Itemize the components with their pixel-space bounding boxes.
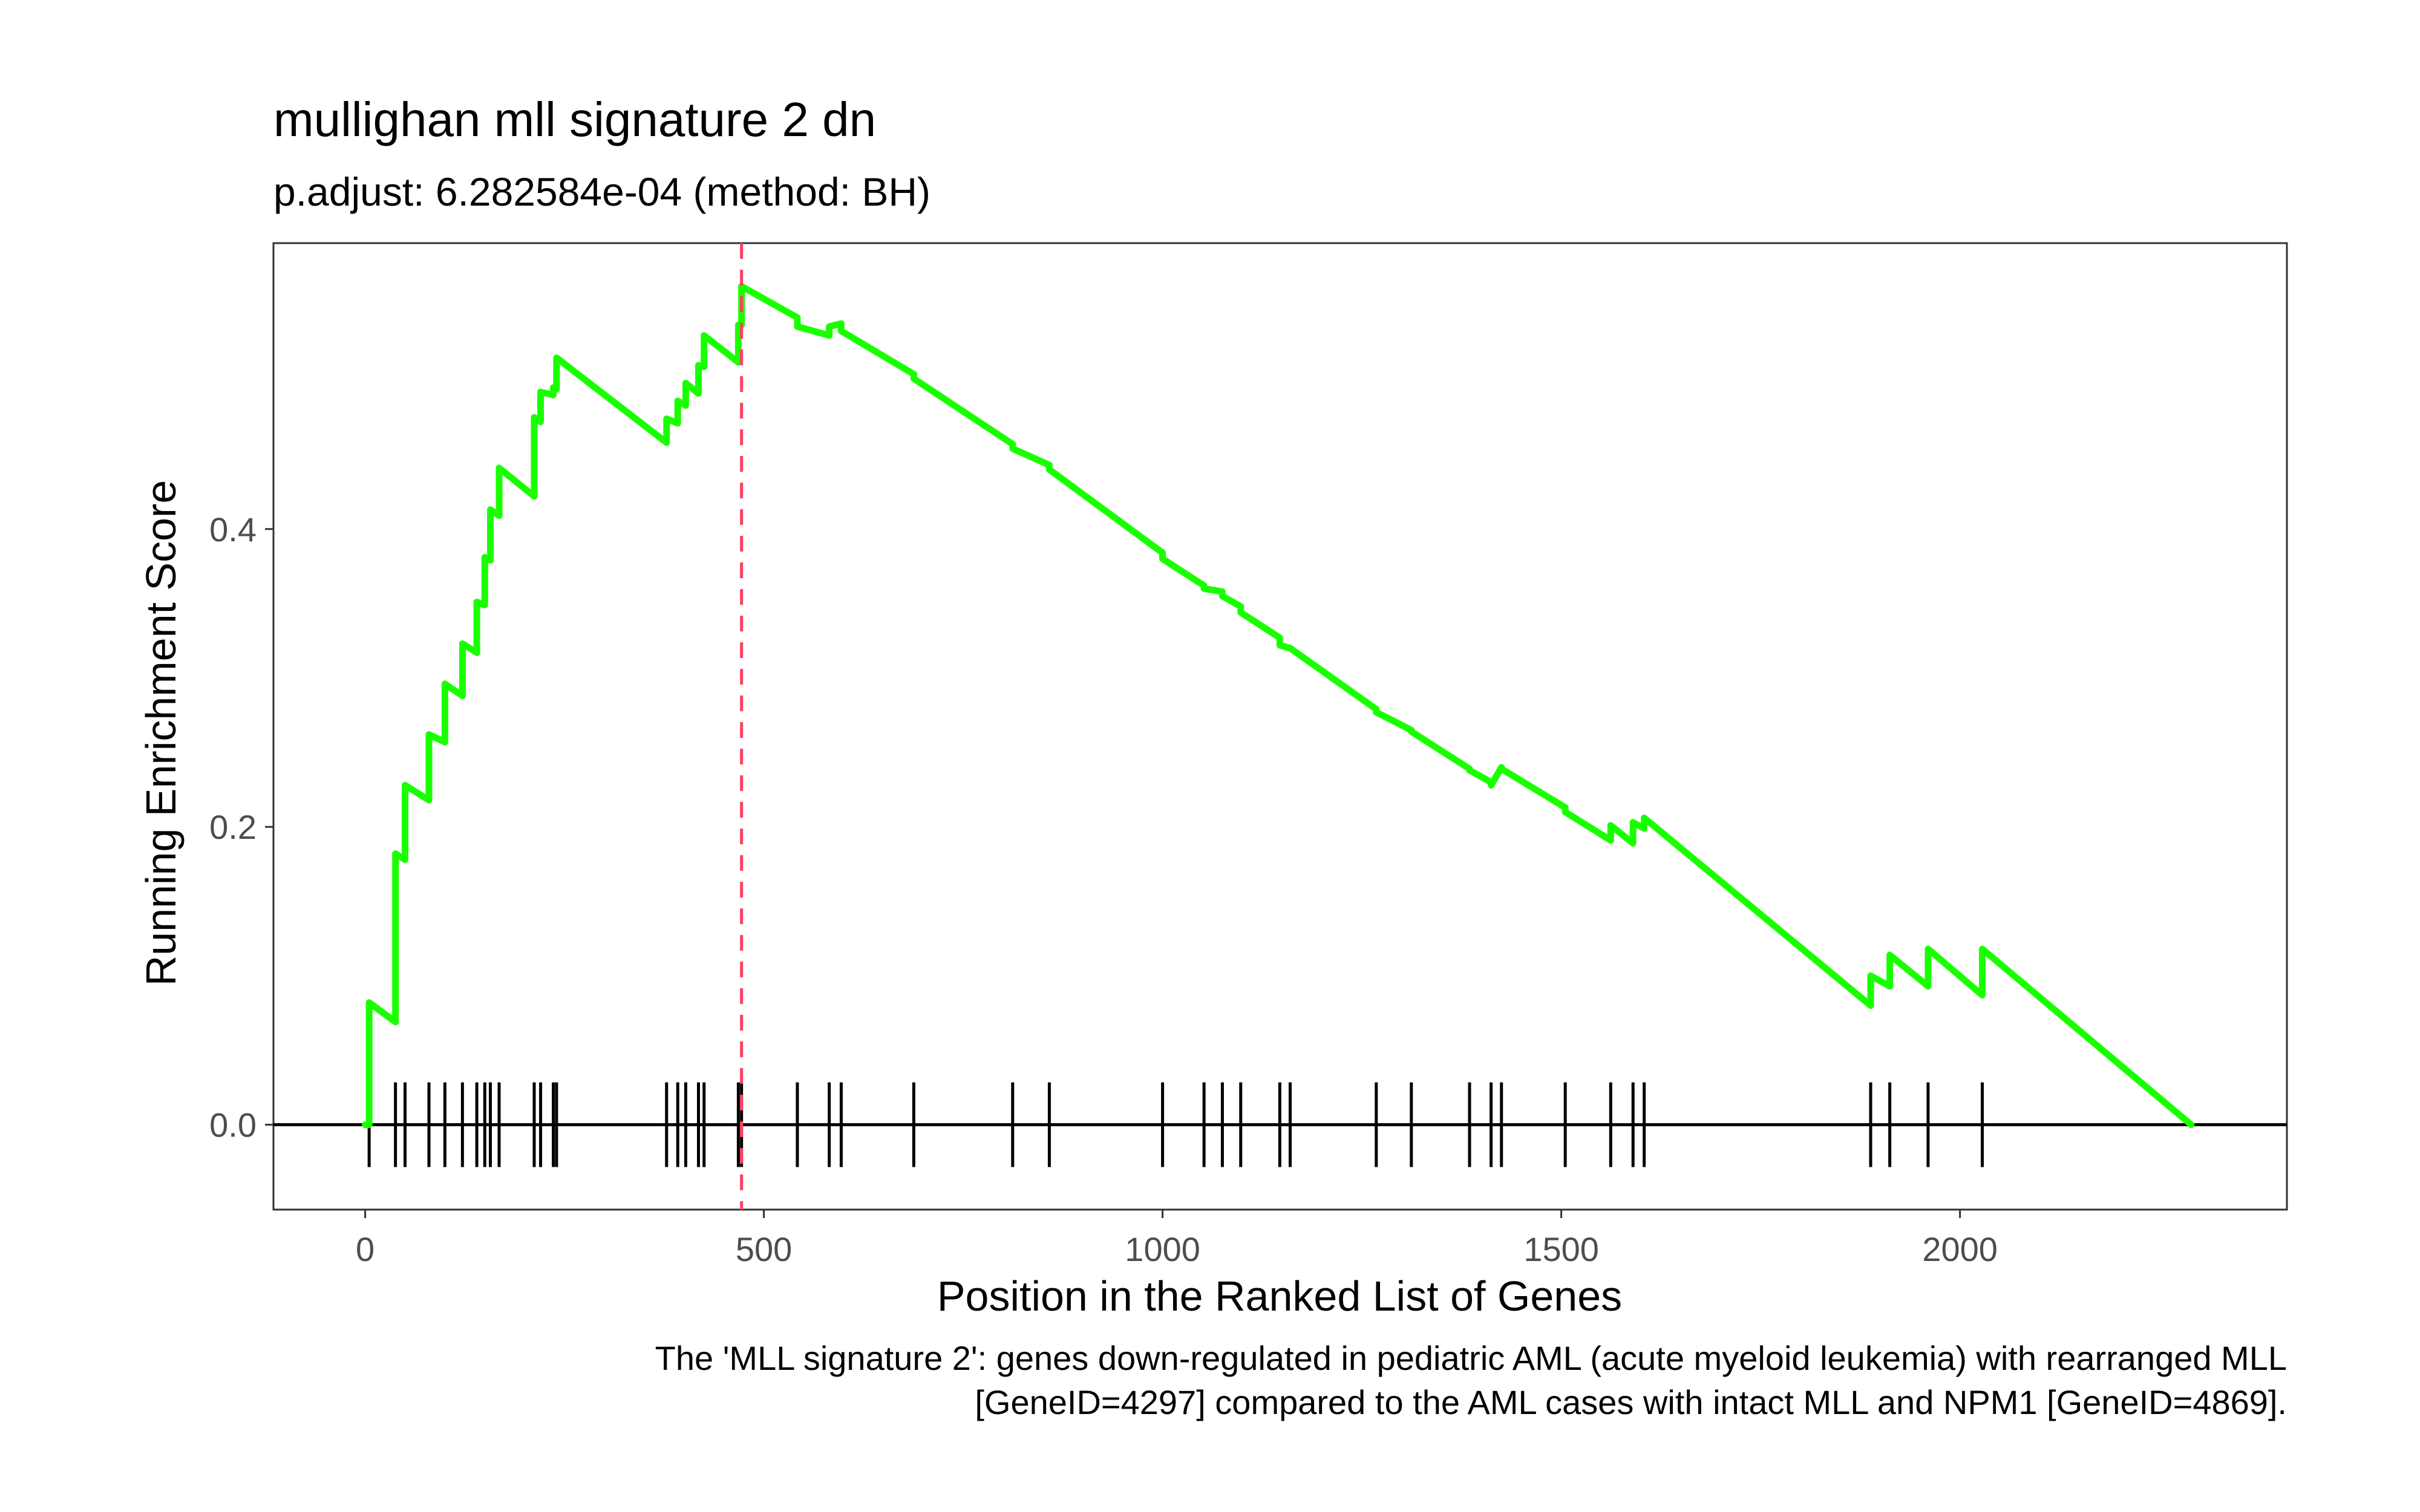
x-tick-label: 2000 [1922,1230,1998,1268]
axis-layer: 0 500 1000 1500 2000 0.0 0.2 0.4 [209,510,1998,1268]
y-tick-label: 0.0 [209,1106,257,1144]
caption-line-2: [GeneID=4297] compared to the AML cases … [975,1383,2287,1421]
y-tick-label: 0.2 [209,808,257,846]
caption-line-1: The 'MLL signature 2': genes down-regula… [655,1339,2287,1377]
x-tick-label: 1500 [1523,1230,1599,1268]
panel-border [272,242,2288,1211]
x-axis-title: Position in the Ranked List of Genes [937,1272,1622,1320]
running-enrichment-score-line [362,282,2195,1129]
x-tick-label: 1000 [1125,1230,1200,1268]
x-tick-label: 0 [356,1230,374,1268]
chart-title: mullighan mll signature 2 dn [273,93,876,146]
y-tick-label: 0.4 [209,510,257,549]
gene-hit-ticks [367,1082,1984,1167]
chart-subtitle: p.adjust: 6.282584e-04 (method: BH) [273,169,930,214]
y-axis-title: Running Enrichment Score [137,480,185,986]
x-tick-label: 500 [736,1230,792,1268]
series-layer [362,282,2195,1129]
